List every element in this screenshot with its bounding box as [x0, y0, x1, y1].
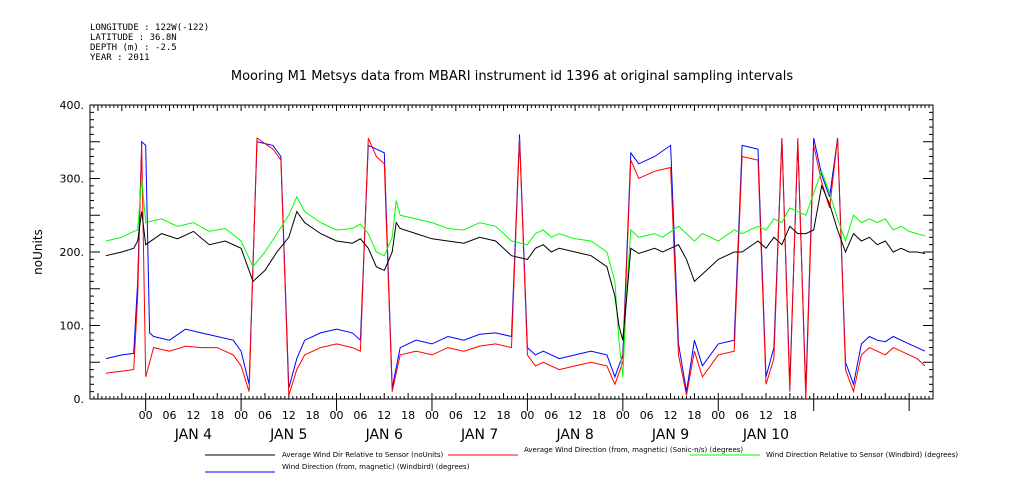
- x-hour-label: 12: [759, 409, 773, 422]
- x-hour-label: 06: [163, 409, 177, 422]
- x-day-label: JAN 10: [742, 427, 789, 443]
- y-axis-label: noUnits: [31, 229, 45, 275]
- x-hour-label: 06: [449, 409, 463, 422]
- legend-entry: Average Wind Direction (from, magnetic) …: [524, 446, 743, 454]
- x-day-label: JAN 7: [460, 427, 498, 443]
- chart-title: Mooring M1 Metsys data from MBARI instru…: [231, 69, 793, 84]
- series-line-avg-wind-dir: [105, 137, 926, 400]
- x-hour-label: 00: [520, 409, 534, 422]
- x-hour-label: 12: [377, 409, 391, 422]
- axis-ticks: [89, 104, 934, 411]
- x-day-label: JAN 8: [555, 427, 593, 443]
- x-hour-label: 18: [401, 409, 415, 422]
- x-hour-label: 00: [616, 409, 630, 422]
- x-hour-label: 12: [664, 409, 678, 422]
- x-hour-label: 00: [139, 409, 153, 422]
- x-hour-label: 12: [282, 409, 296, 422]
- x-hour-label: 06: [544, 409, 558, 422]
- x-hour-label: 18: [783, 409, 797, 422]
- year-text: YEAR : 2011: [90, 53, 150, 63]
- y-tick-label: 200.: [60, 246, 85, 259]
- y-tick-label: 0.: [74, 393, 85, 406]
- x-hour-label: 00: [711, 409, 725, 422]
- legend: Average Wind Dir Relative to Sensor (noU…: [205, 446, 958, 473]
- x-hour-label: 06: [353, 409, 367, 422]
- x-hour-label: 18: [592, 409, 606, 422]
- legend-entry: Average Wind Dir Relative to Sensor (noU…: [282, 451, 443, 459]
- x-hour-label: 00: [234, 409, 248, 422]
- latitude-text: LATITUDE : 36.8N: [90, 33, 177, 43]
- x-axis-labels: 00 06 12 18 00 06 12 18 00 06 12 18 00 06 12 18 00 06 12 18…: [139, 409, 797, 443]
- x-hour-label: 12: [568, 409, 582, 422]
- x-hour-label: 18: [210, 409, 224, 422]
- series-line-wind-dir-windbird: [105, 134, 926, 392]
- depth-text: DEPTH (m) : -2.5: [90, 43, 177, 53]
- x-hour-label: 06: [640, 409, 654, 422]
- x-day-label: JAN 5: [269, 427, 307, 443]
- longitude-text: LONGITUDE : 122W(-122): [90, 23, 209, 33]
- x-day-label: JAN 6: [365, 427, 403, 443]
- metadata-block: LONGITUDE : 122W(-122) LATITUDE : 36.8N …: [90, 23, 209, 63]
- y-tick-label: 300.: [60, 173, 85, 186]
- y-tick-label: 400.: [60, 99, 85, 112]
- x-hour-label: 12: [186, 409, 200, 422]
- x-hour-label: 18: [306, 409, 320, 422]
- y-axis-labels: 0. 100. 200. 300. 400.: [60, 99, 85, 406]
- x-hour-label: 18: [687, 409, 701, 422]
- series-group: [105, 134, 926, 400]
- y-tick-label: 100.: [60, 320, 85, 333]
- legend-entry: Wind Direction Relative to Sensor (Windb…: [766, 451, 958, 459]
- x-hour-label: 12: [473, 409, 487, 422]
- series-line-avg-wind-rel: [105, 184, 926, 341]
- x-hour-label: 00: [330, 409, 344, 422]
- x-hour-label: 06: [258, 409, 272, 422]
- x-hour-label: 06: [735, 409, 749, 422]
- x-day-label: JAN 4: [174, 427, 212, 443]
- x-day-label: JAN 9: [651, 427, 689, 443]
- x-hour-label: 00: [425, 409, 439, 422]
- x-hour-label: 18: [497, 409, 511, 422]
- legend-entry: Wind Direction (from, magnetic) (Windbir…: [282, 463, 470, 471]
- series-line-wind-rel-windbird: [105, 169, 926, 377]
